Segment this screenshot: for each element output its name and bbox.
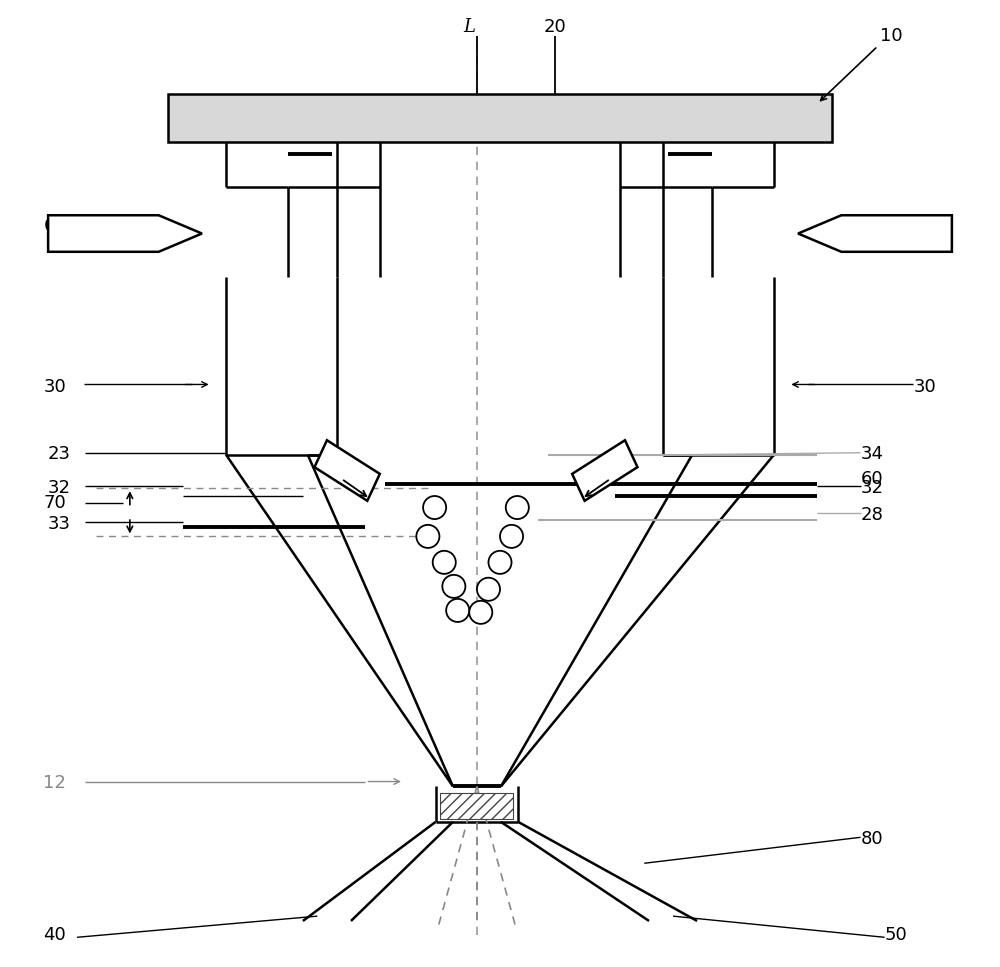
Text: 60: 60	[923, 217, 946, 235]
Circle shape	[488, 551, 512, 573]
Text: 60: 60	[861, 470, 883, 487]
Text: 34: 34	[861, 446, 884, 463]
Polygon shape	[572, 440, 637, 501]
Circle shape	[500, 525, 523, 548]
Text: 28: 28	[861, 506, 883, 524]
Circle shape	[477, 577, 500, 601]
Circle shape	[423, 496, 446, 519]
Text: 32: 32	[861, 479, 884, 497]
Circle shape	[416, 525, 439, 548]
Text: 33: 33	[48, 514, 71, 533]
Circle shape	[433, 551, 456, 573]
Bar	[440, 793, 513, 819]
Circle shape	[446, 599, 469, 622]
Text: 20: 20	[543, 17, 566, 36]
Circle shape	[469, 601, 492, 624]
Text: 10: 10	[880, 27, 902, 45]
Text: 40: 40	[43, 926, 66, 944]
Circle shape	[506, 496, 529, 519]
Text: 30: 30	[913, 378, 936, 396]
FancyArrow shape	[798, 216, 952, 251]
Text: 12: 12	[43, 775, 66, 792]
Text: 23: 23	[48, 446, 71, 463]
Text: 50: 50	[885, 926, 907, 944]
Circle shape	[442, 574, 465, 598]
Polygon shape	[314, 440, 380, 501]
Text: 30: 30	[43, 378, 66, 396]
Text: 60: 60	[43, 217, 66, 235]
FancyArrow shape	[48, 216, 202, 251]
Text: 80: 80	[861, 830, 883, 848]
Text: L: L	[463, 17, 475, 36]
Text: 70: 70	[43, 493, 66, 512]
Text: 32: 32	[48, 479, 71, 497]
Bar	[168, 94, 832, 142]
